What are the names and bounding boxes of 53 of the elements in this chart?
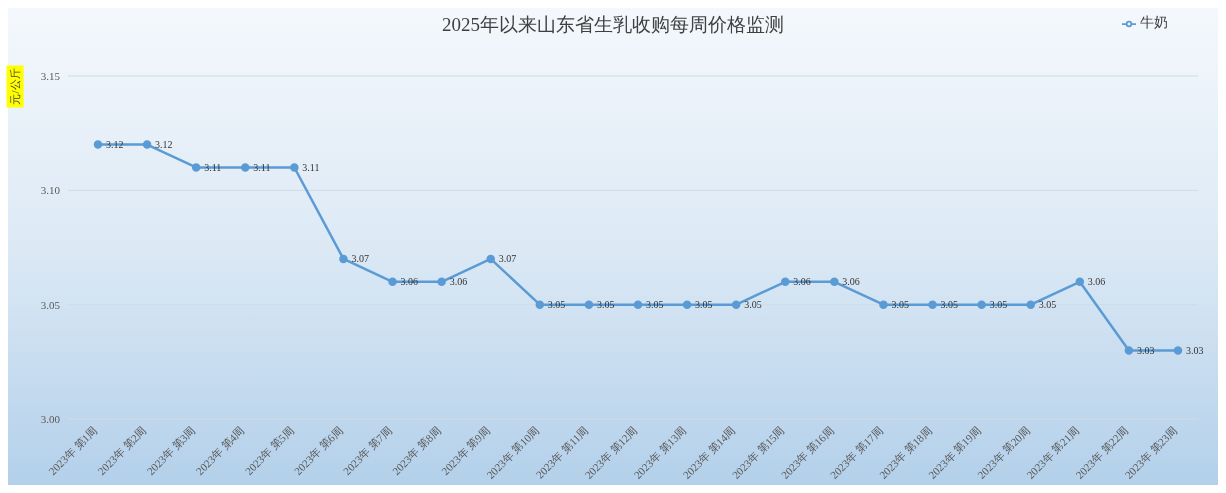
point — [879, 300, 888, 309]
point — [339, 254, 348, 264]
point — [93, 140, 103, 149]
data-label: 3.12 — [155, 139, 173, 151]
point — [388, 277, 397, 287]
data-label: 3.05 — [891, 299, 909, 311]
data-label: 3.05 — [744, 299, 762, 311]
data-label: 3.06 — [1087, 276, 1106, 288]
data-label: 3.06 — [400, 276, 419, 288]
data-label: 3.12 — [106, 139, 124, 151]
data-label: 3.06 — [842, 276, 860, 288]
data-label: 3.07 — [498, 253, 517, 265]
point — [633, 300, 643, 309]
y-tick-label: 3.05 — [40, 298, 61, 311]
data-label: 3.03 — [1186, 344, 1204, 356]
data-label: 3.06 — [449, 276, 468, 288]
point — [584, 300, 594, 309]
legend-label: 牛奶 — [1140, 15, 1168, 30]
point — [977, 300, 986, 309]
data-label: 3.05 — [646, 299, 664, 311]
data-label: 3.03 — [1136, 344, 1155, 356]
data-label: 3.11 — [302, 162, 320, 174]
point — [682, 300, 692, 309]
point — [241, 163, 250, 172]
point — [191, 163, 201, 172]
chart-title: 2025年以来山东省生乳收购每周价格监测 — [442, 14, 784, 35]
data-label: 3.07 — [351, 253, 369, 265]
point — [142, 140, 152, 149]
data-label: 3.05 — [1038, 299, 1057, 311]
data-label: 3.05 — [989, 299, 1008, 311]
data-label: 3.06 — [793, 276, 811, 288]
point — [781, 277, 790, 287]
data-label: 3.11 — [204, 162, 222, 174]
data-label: 3.05 — [547, 299, 566, 311]
point — [437, 277, 446, 287]
point — [731, 300, 741, 309]
data-label: 3.05 — [940, 299, 959, 311]
point — [830, 277, 839, 287]
point — [290, 163, 299, 172]
y-tick-label: 3.15 — [40, 69, 61, 82]
data-label: 3.05 — [695, 299, 713, 311]
point — [1075, 277, 1085, 287]
point — [1173, 346, 1183, 355]
data-label: 3.05 — [596, 299, 615, 311]
y-tick-label: 3.00 — [40, 412, 61, 425]
point — [1026, 300, 1035, 309]
y-axis-title: 元/公斤 — [6, 65, 24, 108]
point — [535, 300, 545, 309]
data-label: 3.11 — [253, 162, 271, 174]
point — [928, 300, 937, 309]
y-tick-label: 3.10 — [40, 184, 61, 197]
point — [486, 254, 495, 264]
point — [1124, 346, 1134, 355]
